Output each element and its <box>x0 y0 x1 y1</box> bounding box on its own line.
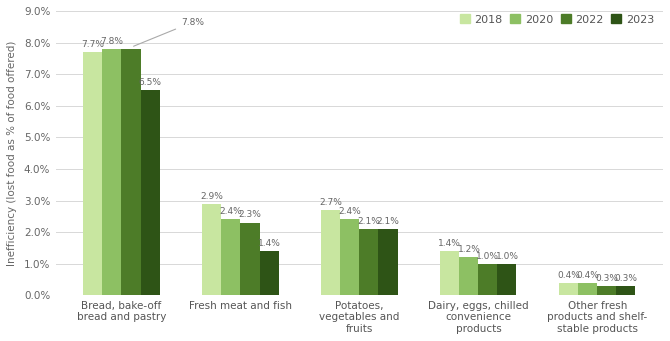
Text: 7.7%: 7.7% <box>82 40 105 49</box>
Bar <box>202 204 221 295</box>
Bar <box>322 210 340 295</box>
Bar <box>616 286 635 295</box>
Bar <box>121 49 141 295</box>
Text: 2.4%: 2.4% <box>220 207 243 216</box>
Text: 2.9%: 2.9% <box>200 192 223 201</box>
Text: 1.0%: 1.0% <box>495 252 519 261</box>
Bar <box>141 90 159 295</box>
Text: 1.2%: 1.2% <box>458 245 480 254</box>
Bar <box>440 251 460 295</box>
Bar <box>598 286 616 295</box>
Text: 2.3%: 2.3% <box>239 210 261 220</box>
Bar <box>241 223 259 295</box>
Text: 2.7%: 2.7% <box>320 198 342 207</box>
Bar <box>578 283 598 295</box>
Bar <box>84 52 103 295</box>
Text: 0.4%: 0.4% <box>557 270 580 280</box>
Text: 1.0%: 1.0% <box>476 252 499 261</box>
Text: 0.3%: 0.3% <box>596 274 618 283</box>
Bar <box>340 220 359 295</box>
Bar <box>379 229 397 295</box>
Text: 2.1%: 2.1% <box>377 217 399 226</box>
Bar <box>559 283 578 295</box>
Y-axis label: Inefficiency (lost food as % of food offered): Inefficiency (lost food as % of food off… <box>7 41 17 266</box>
Bar <box>497 264 517 295</box>
Text: 0.3%: 0.3% <box>614 274 637 283</box>
Text: 7.8%: 7.8% <box>100 37 123 46</box>
Bar <box>259 251 279 295</box>
Bar <box>478 264 497 295</box>
Legend: 2018, 2020, 2022, 2023: 2018, 2020, 2022, 2023 <box>456 11 657 28</box>
Text: 1.4%: 1.4% <box>438 239 461 248</box>
Bar <box>460 257 478 295</box>
Text: 7.8%: 7.8% <box>133 18 204 46</box>
Bar <box>103 49 121 295</box>
Text: 6.5%: 6.5% <box>139 78 161 87</box>
Text: 1.4%: 1.4% <box>257 239 281 248</box>
Text: 2.4%: 2.4% <box>338 207 361 216</box>
Text: 0.4%: 0.4% <box>576 270 599 280</box>
Bar <box>221 220 241 295</box>
Bar <box>359 229 379 295</box>
Text: 2.1%: 2.1% <box>358 217 381 226</box>
